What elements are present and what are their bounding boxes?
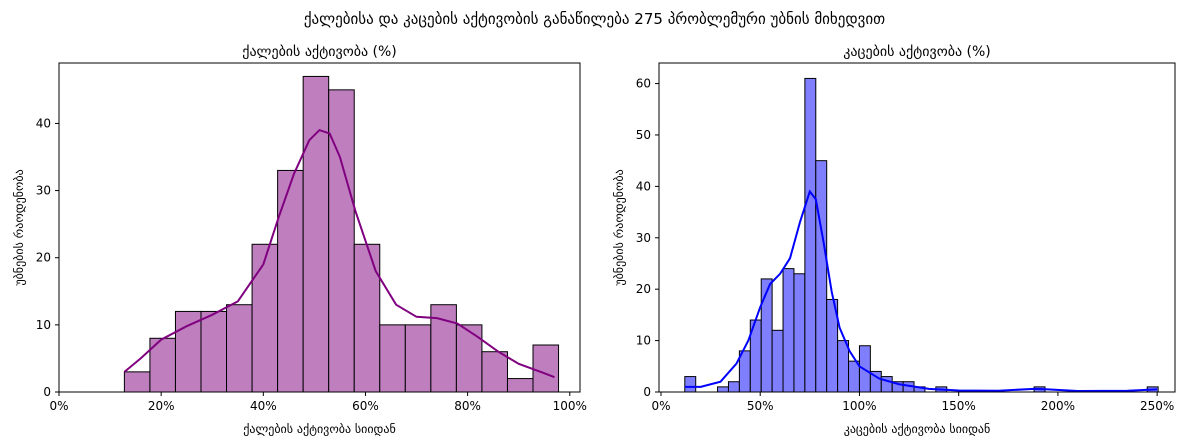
- women-bar-11: [404, 324, 432, 393]
- women-bar-6: [277, 169, 304, 393]
- men-bar-3: [717, 386, 729, 393]
- women-bar-13: [455, 324, 483, 393]
- men-x-tick-label-2: 100%: [842, 399, 876, 413]
- men-x-tick-label-1: 50%: [747, 399, 774, 413]
- men-x-tick-label-3: 150%: [942, 399, 976, 413]
- men-y-tick-label-3: 30: [636, 231, 651, 245]
- women-x-tick-label-0: 0%: [49, 399, 68, 413]
- women-x-tick-label-4: 80%: [454, 399, 481, 413]
- men-y-tick-label-5: 50: [636, 128, 651, 142]
- men-bar-12: [815, 160, 828, 393]
- men-activity-panel: კაცების აქტივობა (%) 0% 50% 100% 150% 200% 25…: [612, 44, 1176, 436]
- women-chart-title: ქალების აქტივობა (%): [242, 44, 396, 60]
- women-y-tick-label-4: 40: [36, 116, 51, 130]
- women-x-tick-label-2: 40%: [250, 399, 277, 413]
- men-histogram-bars: [684, 77, 1159, 393]
- women-y-tick-label-3: 30: [36, 184, 51, 198]
- men-x-tick-label-4: 200%: [1041, 399, 1075, 413]
- women-bar-7: [302, 75, 330, 393]
- men-bar-14: [837, 340, 850, 393]
- men-bar-15: [848, 360, 860, 393]
- men-bar-7: [760, 278, 773, 393]
- men-y-axis-ticks: 0 10 20 30 40 50 60: [636, 77, 659, 399]
- men-x-axis-label: კაცების აქტივობა სიიდან: [844, 422, 991, 436]
- men-bar-8: [771, 329, 784, 393]
- women-y-axis-label: უბნების რაოდენობა: [12, 169, 26, 285]
- women-y-tick-label-1: 10: [36, 318, 51, 332]
- men-bar-9: [782, 268, 795, 393]
- men-y-axis-label: უბნების რაოდენობა: [612, 169, 626, 285]
- women-kde-curve: [123, 128, 555, 379]
- men-kde-curve: [684, 189, 1158, 393]
- women-bar-8: [328, 89, 355, 393]
- women-y-axis-ticks: 0 10 20 30 40: [36, 116, 59, 399]
- women-bar-10: [379, 324, 406, 393]
- women-axes-frame: [58, 62, 581, 393]
- men-bar-10: [793, 273, 806, 393]
- men-bar-5: [738, 350, 751, 393]
- figure-title: ქალებისა და კაცების აქტივობის განაწილება…: [304, 10, 885, 28]
- women-bar-4: [226, 304, 253, 393]
- men-y-tick-label-2: 20: [636, 282, 651, 296]
- women-bar-9: [353, 243, 381, 393]
- women-y-tick-label-0: 0: [43, 385, 51, 399]
- women-bar-3: [200, 310, 228, 393]
- women-bar-14: [481, 351, 508, 393]
- men-bar-0: [684, 376, 697, 393]
- men-y-tick-label-6: 60: [636, 77, 651, 91]
- women-bar-15: [506, 378, 534, 393]
- men-y-tick-label-1: 10: [636, 334, 651, 348]
- women-x-tick-label-3: 60%: [352, 399, 379, 413]
- women-histogram-bars: [123, 75, 560, 393]
- men-x-axis-ticks: 0% 50% 100% 150% 200% 250%: [651, 392, 1174, 413]
- women-bar-5: [251, 243, 279, 393]
- men-bar-4: [727, 381, 740, 393]
- women-bar-2: [174, 310, 202, 393]
- men-axes-frame: [658, 62, 1176, 393]
- men-y-tick-label-4: 40: [636, 179, 651, 193]
- women-activity-panel: ქალების აქტივობა (%) 0% 20% 40% 60% 80% 10 0% …: [12, 44, 587, 436]
- women-x-axis-label: ქალების აქტივობა სიიდან: [243, 422, 396, 436]
- men-chart-title: კაცების აქტივობა (%): [843, 44, 991, 60]
- women-y-tick-label-2: 20: [36, 251, 51, 265]
- women-x-tick-label-1: 20%: [148, 399, 175, 413]
- women-bar-0: [123, 371, 151, 393]
- men-y-tick-label-0: 0: [643, 385, 651, 399]
- women-x-axis-ticks: 0% 20% 40% 60% 80% 100%: [49, 392, 587, 413]
- men-x-tick-label-0: 0%: [651, 399, 670, 413]
- men-x-tick-label-5: 250%: [1140, 399, 1174, 413]
- men-bar-11: [804, 77, 817, 393]
- women-bar-16: [532, 344, 560, 393]
- women-x-tick-label-5: 100%: [553, 399, 587, 413]
